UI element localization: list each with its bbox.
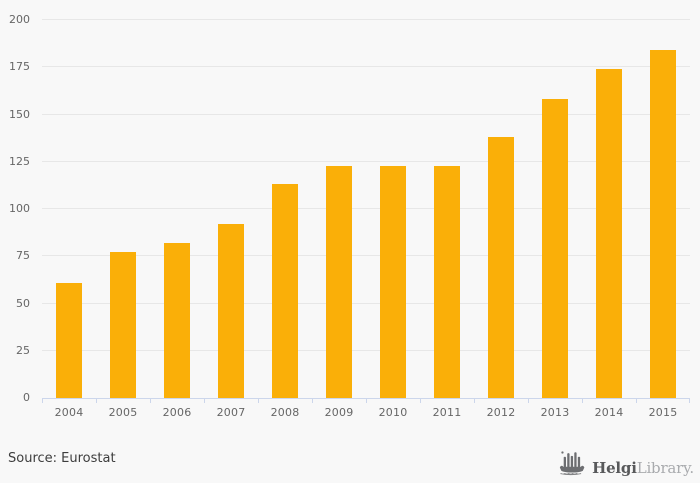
bar-2006[interactable] (164, 243, 190, 398)
x-axis-tick (42, 398, 43, 403)
x-axis-tick (689, 398, 690, 403)
bar-2008[interactable] (272, 184, 298, 398)
gridline (42, 19, 690, 20)
x-axis-tick (96, 398, 97, 403)
gridline (42, 208, 690, 209)
x-axis-tick (366, 398, 367, 403)
x-axis-label: 2015 (648, 406, 678, 419)
bar-2005[interactable] (110, 252, 136, 398)
y-axis-label: 75 (16, 249, 30, 263)
bar-2004[interactable] (56, 282, 82, 398)
gridline (42, 160, 690, 162)
x-axis-tick (420, 398, 421, 403)
x-axis-label: 2011 (432, 406, 462, 419)
x-axis-label: 2008 (270, 406, 300, 419)
x-axis-label: 2007 (216, 406, 246, 419)
y-axis-label: 125 (9, 154, 30, 168)
x-axis-tick (150, 398, 151, 403)
source-text: Source: Eurostat (8, 451, 116, 466)
bar-2010[interactable] (380, 165, 406, 398)
x-axis-label: 2006 (162, 406, 192, 419)
bar-2013[interactable] (542, 99, 568, 398)
bar-2009[interactable] (326, 165, 352, 398)
plot-area: 2004 2005 2006 2007 2008 2009 2010 2011 2012 2013… (42, 19, 690, 419)
x-axis-tick (474, 398, 475, 403)
x-axis-label: 2014 (594, 406, 624, 419)
bar-2015[interactable] (650, 50, 676, 398)
y-axis-label: 0 (23, 391, 30, 404)
y-axis-label: 200 (9, 13, 30, 26)
logo-wordmark: HelgiLibrary. (592, 458, 694, 477)
helgi-steamboat-icon (559, 451, 585, 476)
x-axis-label: 2009 (324, 406, 354, 419)
logo-text-helgi: Helgi (592, 458, 637, 477)
y-axis-label: 175 (9, 60, 30, 74)
x-axis-tick (528, 398, 529, 403)
y-axis-label: 100 (9, 202, 30, 215)
x-axis-tick (312, 398, 313, 403)
x-axis-tick (204, 398, 205, 403)
x-axis-tick (582, 398, 583, 403)
y-axis-label: 50 (16, 296, 30, 310)
x-axis-label: 2013 (540, 406, 570, 419)
helgi-library-logo[interactable]: HelgiLibrary. (557, 448, 694, 476)
logo-text-library: Library. (636, 458, 694, 477)
y-axis-label: 150 (9, 107, 30, 121)
gridline (42, 349, 690, 351)
bar-2007[interactable] (218, 224, 244, 398)
bar-2012[interactable] (488, 137, 514, 398)
bar-2011[interactable] (434, 165, 460, 398)
x-axis-label: 2004 (54, 406, 84, 419)
x-axis-label: 2012 (486, 406, 516, 419)
y-axis-label: 25 (16, 343, 30, 357)
gridline (42, 255, 690, 257)
x-axis-label: 2010 (378, 406, 408, 419)
gridline (42, 66, 690, 68)
x-axis-tick (258, 398, 259, 403)
bar-2014[interactable] (596, 69, 622, 398)
x-axis-tick (636, 398, 637, 403)
x-axis-label: 2005 (108, 406, 138, 419)
gridline (42, 113, 690, 115)
gridline (42, 302, 690, 304)
